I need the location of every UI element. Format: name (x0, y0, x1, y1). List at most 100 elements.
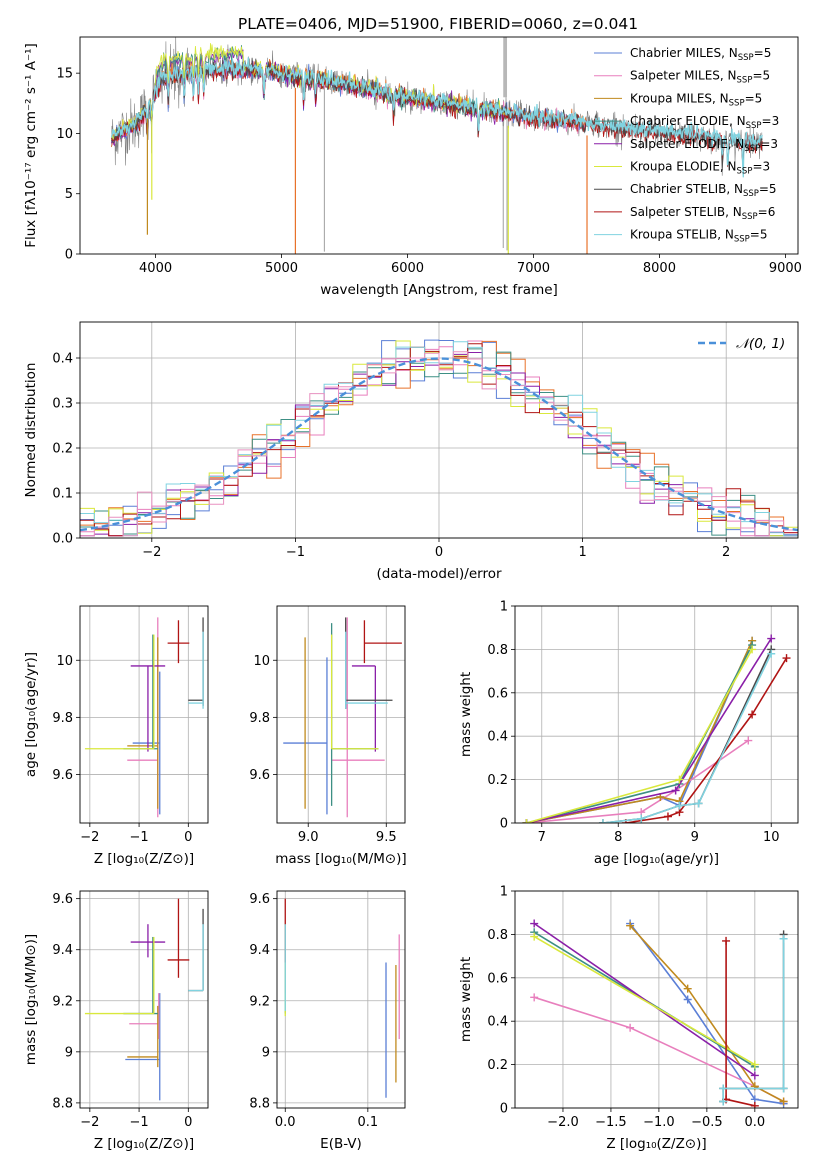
residual-histogram (80, 348, 798, 537)
y-axis-label: mass weight (458, 672, 474, 757)
x-tick-label: 0 (184, 830, 192, 845)
y-tick-label: 9 (262, 1045, 270, 1060)
y-axis-label: mass [log₁₀(M/M⊙)] (23, 934, 39, 1065)
y-tick-label: 9.2 (249, 994, 270, 1009)
x-tick-label: 7000 (517, 261, 550, 276)
weight-point-marker (671, 786, 680, 795)
x-tick-label: 9 (691, 830, 699, 845)
y-axis-label: age [log₁₀(age/yr)] (23, 652, 39, 777)
legend-subscript: SSP (737, 76, 753, 86)
y-axis-label: Normed distribution (23, 363, 39, 498)
y-tick-label: 0 (500, 817, 508, 832)
x-tick-label: 1 (578, 545, 586, 560)
legend-value: =5 (759, 182, 777, 196)
axes-frame (79, 605, 209, 824)
axes-frame (276, 890, 406, 1109)
y-tick-label: 0.8 (487, 643, 508, 658)
y-tick-label: 0.2 (52, 442, 73, 457)
y-tick-label: 9.6 (249, 768, 270, 783)
y-tick-label: 10 (253, 654, 270, 669)
weight-point-marker (750, 1101, 759, 1108)
legend-subscript: SSP (744, 144, 760, 154)
error-bar-point (123, 634, 158, 750)
x-tick-label: 6000 (391, 261, 424, 276)
legend-label: Kroupa MILES, N (630, 91, 729, 105)
x-tick-label: −2 (80, 830, 99, 845)
axes-frame (79, 321, 799, 539)
legend-label: Chabrier ELODIE, N (630, 114, 746, 128)
error-bar-point (130, 665, 166, 752)
weight-point-marker (744, 736, 753, 745)
x-tick-label: −1 (129, 830, 148, 845)
legend-entry: 𝒩(0, 1) (736, 336, 785, 352)
legend-entry: Chabrier MILES, NSSP=5 (630, 46, 771, 63)
weight-series-line (533, 935, 756, 1066)
error-bar-point (351, 665, 376, 752)
x-tick-label: 9.5 (376, 830, 397, 845)
x-tick-label: −2.0 (547, 1115, 579, 1130)
x-axis-label: Z [log₁₀(Z/Z⊙)] (94, 1136, 194, 1152)
y-tick-label: 0.6 (487, 686, 508, 701)
weight-vs-z-panel: −2.0 −1.5 −1.0 −0.5 0.0 0 0.2 0.4 0.6 0.8 1 Z [log₁… (458, 885, 799, 1152)
y-tick-label: 9.8 (52, 711, 73, 726)
legend-subscript: SSP (737, 167, 753, 177)
weight-point-marker (626, 1023, 635, 1032)
y-tick-label: 1 (500, 885, 508, 900)
legend-subscript: SSP (743, 189, 759, 199)
legend-value: =6 (758, 205, 776, 219)
legend-label: Kroupa ELODIE, N (630, 160, 737, 174)
y-tick-label: 0.6 (487, 971, 508, 986)
weight-point-marker (530, 919, 539, 928)
axes-frame (79, 890, 209, 1109)
y-tick-label: 0 (65, 248, 73, 263)
x-tick-label: −1 (129, 1115, 148, 1130)
x-tick-label: −1 (286, 545, 305, 560)
x-tick-label: 0.0 (744, 1115, 765, 1130)
weight-series-line (629, 923, 784, 1105)
x-axis-label: Z [log₁₀(Z/Z⊙)] (94, 851, 194, 867)
y-tick-label: 5 (65, 187, 73, 202)
residual-histogram (80, 351, 798, 537)
x-tick-label: 4000 (139, 261, 172, 276)
legend-subscript: SSP (742, 212, 758, 222)
x-axis-label: mass [log₁₀(M/M⊙)] (275, 851, 406, 867)
x-tick-label: 0 (435, 545, 443, 560)
x-tick-label: 8000 (643, 261, 676, 276)
y-tick-label: 0.8 (487, 928, 508, 943)
weight-point-marker (675, 801, 684, 810)
weight-point-marker (626, 921, 635, 930)
y-tick-label: 9.6 (249, 892, 270, 907)
figure-title: PLATE=0406, MJD=51900, FIBERID=0060, z=0… (238, 15, 638, 33)
error-bar-point (330, 634, 379, 750)
x-tick-label: 10 (763, 830, 780, 845)
error-bar-point (132, 671, 161, 815)
error-bar-point (188, 924, 204, 992)
x-axis-label: wavelength [Angstrom, rest frame] (320, 282, 558, 298)
normal-distribution-curve (80, 357, 798, 532)
x-tick-label: 2 (722, 545, 730, 560)
legend-label: Salpeter MILES, N (630, 69, 737, 83)
legend-label: Salpeter ELODIE, N (630, 137, 744, 151)
legend-entry: Salpeter MILES, NSSP=5 (630, 69, 770, 86)
weight-series-line (533, 922, 756, 1077)
legend-entry: Kroupa ELODIE, NSSP=3 (630, 160, 770, 177)
weight-point-marker (719, 1084, 728, 1093)
legend-label: Kroupa STELIB, N (630, 228, 734, 242)
spectrum-panel: 4000 5000 6000 7000 8000 9000 0 5 10 15 wavelength… (23, 36, 802, 298)
plot-area (84, 898, 204, 1101)
y-tick-label: 9.6 (52, 768, 73, 783)
weight-point-marker (779, 1084, 788, 1093)
residual-histogram (80, 340, 798, 537)
weight-series-line (526, 644, 753, 823)
axes-frame (79, 36, 799, 255)
y-tick-label: 10 (56, 127, 73, 142)
y-axis-label: mass weight (458, 957, 474, 1042)
weight-point-marker (530, 932, 539, 941)
weight-point-marker (522, 819, 531, 823)
y-tick-label: 9 (65, 1045, 73, 1060)
weight-point-marker (530, 993, 539, 1002)
weight-point-marker (767, 634, 776, 643)
legend-label: Chabrier STELIB, N (630, 182, 743, 196)
error-bar-point (188, 631, 204, 709)
x-tick-label: −2 (80, 1115, 99, 1130)
